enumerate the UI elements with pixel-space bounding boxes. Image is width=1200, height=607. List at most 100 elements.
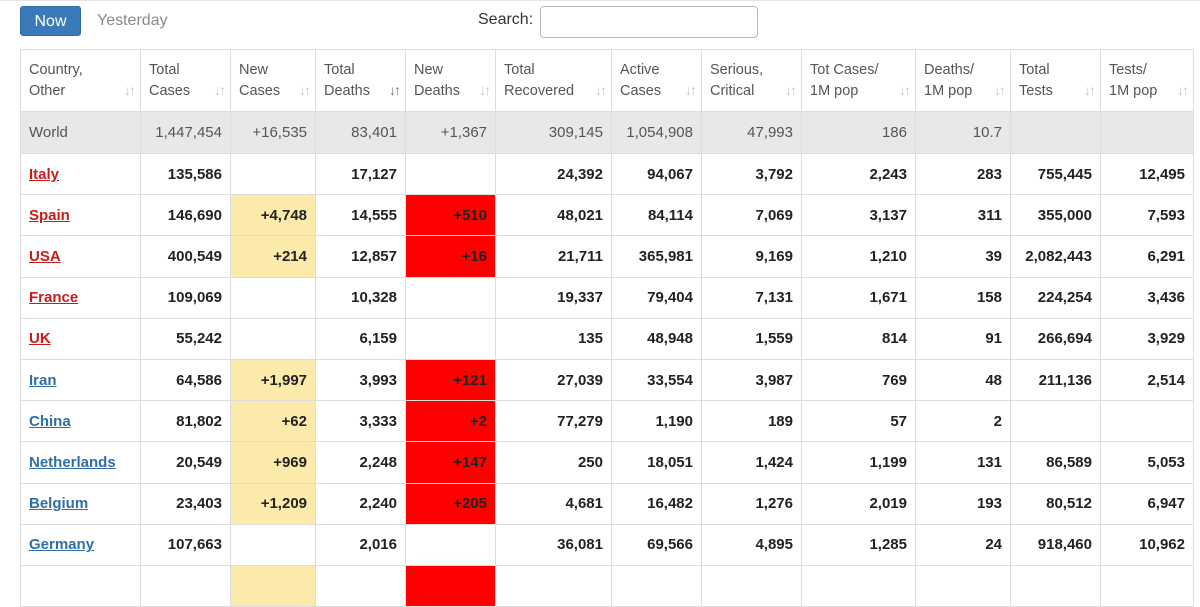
table-cell: 16,482 xyxy=(611,482,702,525)
now-button[interactable]: Now xyxy=(20,6,81,36)
column-header-label-1: Country, xyxy=(29,61,83,78)
table-cell: 94,067 xyxy=(611,152,702,196)
column-header[interactable]: Serious, Critical ↓↑ xyxy=(701,49,802,112)
table-cell: +62 xyxy=(230,400,316,443)
column-header[interactable]: New Deaths ↓↑ xyxy=(405,49,496,112)
sort-icon[interactable]: ↓↑ xyxy=(1084,82,1096,98)
column-header-label-2: 1M pop xyxy=(924,82,973,99)
country-link[interactable]: France xyxy=(29,289,79,307)
country-link[interactable]: Italy xyxy=(29,165,60,183)
table-cell xyxy=(230,152,316,196)
table-cell: 12,495 xyxy=(1100,152,1194,196)
column-header-label-2: Cases xyxy=(239,82,281,99)
sort-icon[interactable]: ↓↑ xyxy=(389,82,401,98)
column-header[interactable]: Country, Other ↓↑ xyxy=(20,49,141,112)
country-link[interactable]: China xyxy=(29,412,71,430)
table-cell: +205 xyxy=(405,482,496,525)
countries-table: Country, Other ↓↑ Total Cases ↓↑ New Cases ↓↑ Tot… xyxy=(20,49,1194,607)
table-cell: 57 xyxy=(801,400,916,443)
table-cell xyxy=(230,317,316,360)
table-cell: +16 xyxy=(405,235,496,278)
country-link[interactable]: Germany xyxy=(29,536,95,554)
world-cell: 10.7 xyxy=(915,111,1011,154)
table-cell: +214 xyxy=(230,235,316,278)
column-header[interactable]: Total Cases ↓↑ xyxy=(140,49,231,112)
world-label: World xyxy=(20,111,141,154)
country-cell: China xyxy=(20,400,141,443)
yesterday-button[interactable]: Yesterday xyxy=(97,12,168,29)
country-cell: Germany xyxy=(20,523,141,566)
sort-icon[interactable]: ↓↑ xyxy=(214,82,226,98)
country-link[interactable]: Iran xyxy=(29,371,57,389)
sort-icon[interactable]: ↓↑ xyxy=(479,82,491,98)
table-cell: 3,333 xyxy=(315,400,406,443)
table-cell: +2 xyxy=(405,400,496,443)
toolbar: Now Yesterday Search: xyxy=(0,0,1200,48)
table-row: UK 55,242 6,159 135 48,948 1,559 814 91 266,694 3… xyxy=(20,317,1194,360)
table-cell: 211,136 xyxy=(1010,358,1101,402)
table-cell: +1,209 xyxy=(230,482,316,525)
sort-icon[interactable]: ↓↑ xyxy=(685,82,697,98)
world-cell xyxy=(1010,111,1101,154)
table-cell: 1,190 xyxy=(611,400,702,443)
world-cell xyxy=(1100,111,1194,154)
world-cell: +16,535 xyxy=(230,111,316,154)
table-cell xyxy=(230,276,316,319)
table-cell: 4,681 xyxy=(495,482,612,525)
table-cell xyxy=(405,523,496,566)
table-cell: 1,671 xyxy=(801,276,916,319)
sort-icon[interactable]: ↓↑ xyxy=(595,82,607,98)
column-header[interactable]: Deaths/1M pop ↓↑ xyxy=(915,49,1011,112)
table-cell: +4,748 xyxy=(230,194,316,237)
table-cell: 755,445 xyxy=(1010,152,1101,196)
sort-icon[interactable]: ↓↑ xyxy=(299,82,311,98)
country-link[interactable]: Belgium xyxy=(29,495,89,513)
country-link[interactable]: Spain xyxy=(29,206,70,224)
sort-icon[interactable]: ↓↑ xyxy=(785,82,797,98)
table-cell: 7,593 xyxy=(1100,194,1194,237)
table-cell: 48,021 xyxy=(495,194,612,237)
table-cell xyxy=(1100,400,1194,443)
table-cell: 21,711 xyxy=(495,235,612,278)
table-cell: +969 xyxy=(230,441,316,484)
search-input[interactable] xyxy=(540,6,758,38)
table-cell: 77,279 xyxy=(495,400,612,443)
column-header-label-1: New xyxy=(239,61,269,78)
country-link[interactable]: Netherlands xyxy=(29,453,116,471)
table-cell xyxy=(701,564,802,607)
world-row: World 1,447,454 +16,535 83,401 +1,367 309,145… xyxy=(20,111,1194,154)
sort-icon[interactable]: ↓↑ xyxy=(994,82,1006,98)
table-cell xyxy=(405,317,496,360)
sort-icon[interactable]: ↓↑ xyxy=(124,82,136,98)
table-cell: 10,328 xyxy=(315,276,406,319)
table-cell: 39 xyxy=(915,235,1011,278)
country-link[interactable]: UK xyxy=(29,330,51,348)
column-header[interactable]: Total Deaths ↓↑ xyxy=(315,49,406,112)
table-cell: +510 xyxy=(405,194,496,237)
sort-icon[interactable]: ↓↑ xyxy=(1177,82,1189,98)
country-cell: UK xyxy=(20,317,141,360)
column-header[interactable]: New Cases ↓↑ xyxy=(230,49,316,112)
column-header[interactable]: Tests/1M pop ↓↑ xyxy=(1100,49,1194,112)
column-header-label-1: Total xyxy=(504,61,535,78)
table-row: Germany 107,663 2,016 36,081 69,566 4,895 1,28… xyxy=(20,523,1194,566)
table-cell: 193 xyxy=(915,482,1011,525)
column-header[interactable]: Total Tests ↓↑ xyxy=(1010,49,1101,112)
table-cell: 918,460 xyxy=(1010,523,1101,566)
table-cell: 2,016 xyxy=(315,523,406,566)
column-header[interactable]: Total Recovered ↓↑ xyxy=(495,49,612,112)
table-cell: 9,169 xyxy=(701,235,802,278)
table-cell: 20,549 xyxy=(140,441,231,484)
table-row: Belgium 23,403 +1,209 2,240 +205 4,681 16,482 1… xyxy=(20,482,1194,525)
table-cell: 12,857 xyxy=(315,235,406,278)
sort-icon[interactable]: ↓↑ xyxy=(899,82,911,98)
country-link[interactable]: USA xyxy=(29,247,61,265)
table-cell: 24 xyxy=(915,523,1011,566)
column-header[interactable]: Active Cases ↓↑ xyxy=(611,49,702,112)
country-cell: Spain xyxy=(20,194,141,237)
table-cell: 189 xyxy=(701,400,802,443)
column-header[interactable]: Tot Cases/1M pop ↓↑ xyxy=(801,49,916,112)
table-cell: 14,555 xyxy=(315,194,406,237)
world-cell: 47,993 xyxy=(701,111,802,154)
table-cell: 27,039 xyxy=(495,358,612,402)
